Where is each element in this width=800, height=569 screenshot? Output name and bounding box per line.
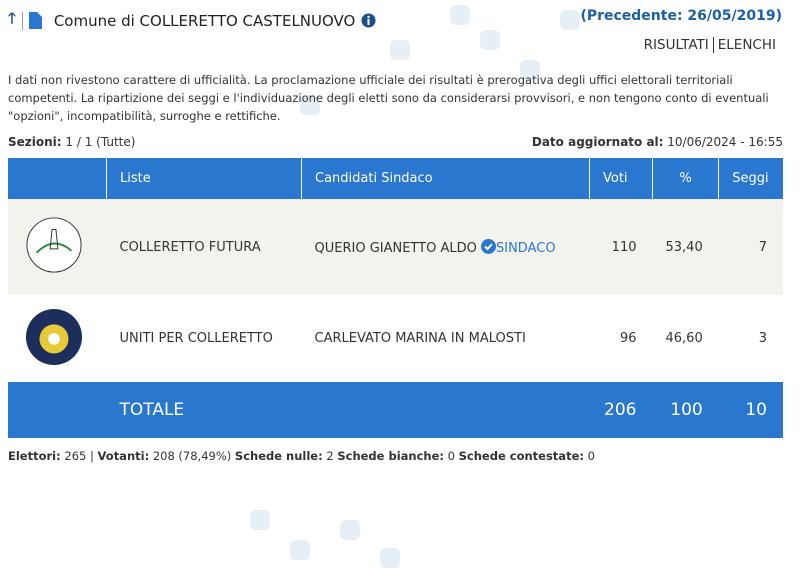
voti: 96: [619, 331, 637, 346]
voti: 110: [611, 239, 637, 255]
tab-elenchi[interactable]: ELENCHI: [717, 37, 776, 53]
lista-name: COLLERETTO FUTURA: [119, 239, 261, 255]
turnout-summary: Elettori: 265 | Votanti: 208 (78,49%) Sc…: [8, 449, 595, 463]
total-voti: 206: [604, 400, 637, 420]
total-label: TOTALE: [119, 400, 185, 420]
col-voti: Voti: [589, 158, 653, 199]
table-row: COLLERETTO FUTURA QUERIO GIANETTO ALDO S…: [8, 199, 783, 295]
tab-risultati[interactable]: RISULTATI: [640, 37, 714, 53]
candidato: QUERIO GIANETTO ALDO SINDACO: [302, 199, 590, 295]
sezioni-info: Sezioni: 1 / 1 (Tutte): [8, 135, 135, 149]
table-row: UNITI PER COLLERETTO CARLEVATO MARINA IN…: [8, 295, 783, 382]
document-icon[interactable]: [28, 12, 42, 29]
uniti-per-colleretto-logo: [25, 308, 83, 365]
sezioni-value: 1 / 1 (Tutte): [65, 135, 136, 149]
col-candidati: Candidati Sindaco: [301, 158, 590, 199]
results-table: Liste Candidati Sindaco Voti % Seggi COL…: [8, 158, 783, 438]
sindaco-badge: SINDACO: [495, 240, 556, 256]
percent: 46,60: [665, 331, 703, 346]
check-circle-icon: [480, 238, 496, 254]
votanti-value: 208 (78,49%): [152, 449, 232, 463]
candidato-name: CARLEVATO MARINA IN MALOSTI: [314, 331, 526, 346]
elettori-label: Elettori:: [8, 449, 61, 463]
candidato-name: QUERIO GIANETTO ALDO: [314, 240, 477, 256]
previous-election-link[interactable]: (Precedente: 26/05/2019): [580, 8, 782, 24]
nulle-value: 2: [326, 449, 334, 463]
disclaimer: I dati non rivestono carattere di uffici…: [8, 73, 769, 123]
total-percent: 100: [670, 400, 703, 420]
contestate-value: 0: [587, 449, 595, 463]
page-title: Comune di COLLERETTO CASTELNUOVO: [53, 11, 356, 30]
updated-label: Dato aggiornato al:: [531, 135, 664, 149]
seggi: 3: [758, 331, 767, 346]
percent: 53,40: [665, 239, 703, 255]
col-seggi: Seggi: [718, 158, 783, 199]
bianche-label: Schede bianche:: [337, 449, 444, 463]
colleretto-futura-logo: [26, 217, 82, 273]
lista-name: UNITI PER COLLERETTO: [119, 331, 273, 346]
votanti-label: Votanti:: [97, 449, 150, 463]
col-liste: Liste: [106, 158, 302, 199]
sezioni-label: Sezioni:: [8, 135, 62, 149]
table-header: Liste Candidati Sindaco Voti % Seggi: [8, 158, 783, 199]
seggi: 7: [758, 239, 767, 255]
elettori-value: 265: [64, 449, 87, 463]
info-icon[interactable]: [361, 13, 376, 28]
col-pct: %: [651, 158, 719, 199]
updated-info: Dato aggiornato al: 10/06/2024 - 16:55: [532, 135, 783, 149]
total-row: TOTALE 206 100 10: [8, 382, 783, 438]
bianche-value: 0: [447, 449, 455, 463]
updated-value: 10/06/2024 - 16:55: [667, 135, 783, 149]
total-seggi: 10: [745, 400, 767, 420]
divider: [21, 11, 23, 30]
nulle-label: Schede nulle:: [234, 449, 323, 463]
col-logo: [8, 158, 107, 199]
contestate-label: Schede contestate:: [458, 449, 584, 463]
arrow-up-icon[interactable]: 🡑: [8, 9, 16, 27]
header: 🡑 Comune di COLLERETTO CASTELNUOVO: [8, 8, 376, 33]
